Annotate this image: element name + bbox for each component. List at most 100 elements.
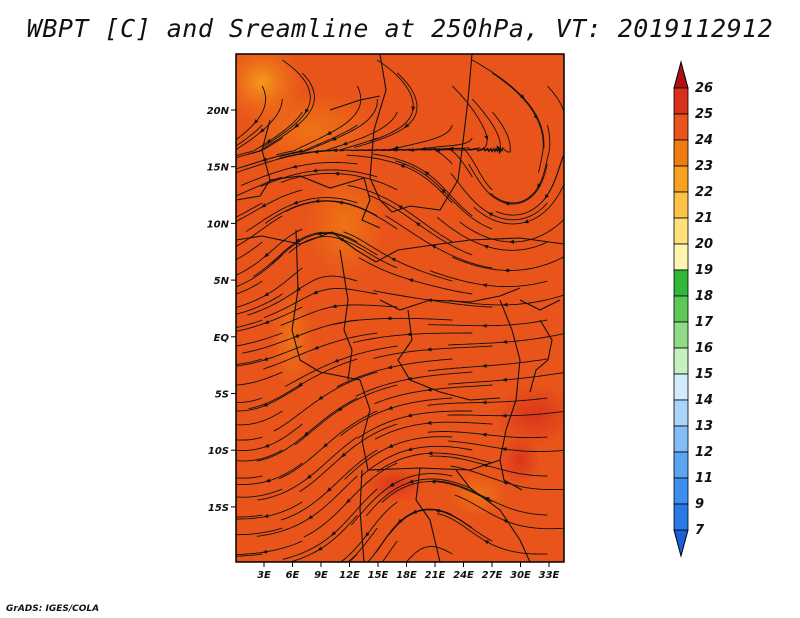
streamline — [395, 160, 493, 230]
streamline-arrow — [291, 164, 298, 169]
streamline-arrow — [502, 481, 508, 485]
streamline-arrow — [408, 479, 414, 484]
streamline-arrow — [390, 257, 397, 262]
streamline-arrow — [365, 532, 370, 538]
colorbar-segment — [673, 321, 689, 349]
streamline — [236, 553, 263, 557]
streamline-arrow — [317, 395, 324, 401]
colorbar-label: 22 — [695, 185, 713, 200]
colorbar-segment — [673, 295, 689, 323]
streamline — [236, 202, 263, 218]
streamline-arrow — [331, 304, 337, 309]
streamline — [236, 410, 283, 426]
streamline — [299, 423, 398, 493]
streamline — [236, 215, 283, 248]
streamline-arrow — [262, 357, 269, 361]
streamline-arrow — [326, 487, 332, 493]
streamlines — [236, 59, 564, 562]
streamline — [492, 72, 544, 173]
streamline-arrow — [316, 231, 322, 236]
colorbar-segment — [673, 191, 689, 219]
lon-tick-label: 15E — [368, 570, 389, 581]
streamline-arrow — [426, 420, 432, 425]
streamline-arrow — [253, 119, 259, 125]
streamline — [236, 384, 303, 412]
colorbar-label: 26 — [695, 81, 713, 96]
streamline-arrow — [261, 203, 267, 208]
lat-tick-label: 10N — [207, 219, 230, 230]
streamline-arrow — [544, 194, 549, 200]
lat-tick-label: EQ — [214, 333, 230, 344]
lon-tick-label: 33E — [539, 570, 560, 581]
streamline — [236, 449, 283, 462]
streamline — [365, 478, 473, 517]
streamline — [427, 319, 548, 327]
streamline-arrow — [263, 292, 269, 297]
streamline-arrow — [399, 164, 405, 169]
colorbar-label: 16 — [695, 341, 713, 356]
streamline — [429, 270, 548, 288]
lat-tick-label: 15N — [207, 163, 230, 174]
streamline-arrow — [262, 549, 268, 554]
streamline — [427, 397, 548, 406]
streamline — [236, 332, 283, 347]
streamline — [278, 410, 378, 480]
colorbar-label: 11 — [695, 471, 713, 486]
streamline-arrow — [387, 365, 393, 370]
streamline — [350, 473, 453, 526]
streamline — [348, 553, 358, 562]
colorbar: 26 25 24 23 22 21 20 19 18 17 16 15 14 13 12 11 9 7 — [673, 60, 714, 558]
colorbar-segment — [673, 87, 689, 115]
colorbar-label: 14 — [695, 393, 713, 408]
streamline — [447, 410, 564, 417]
streamline-arrow — [304, 108, 309, 114]
country-borders — [236, 54, 564, 562]
streamline-arrow — [501, 377, 507, 382]
colorbar-label: 12 — [695, 445, 713, 460]
streamline — [448, 440, 564, 453]
lon-tick-label: 27E — [482, 570, 503, 581]
streamline — [236, 514, 263, 518]
streamline — [236, 371, 283, 386]
colorbar-label: 13 — [695, 419, 713, 434]
streamline-arrow — [331, 136, 337, 141]
streamline-arrow — [387, 443, 394, 448]
colorbar-label: 20 — [695, 237, 713, 252]
streamline-arrow — [293, 333, 300, 338]
streamline-arrow — [262, 402, 269, 407]
streamline-arrow — [337, 406, 343, 412]
streamline — [357, 410, 473, 439]
streamline — [347, 527, 378, 562]
streamline — [369, 59, 414, 142]
lat-tick-label: 20N — [207, 106, 230, 117]
colorbar-segment — [673, 243, 689, 271]
streamline — [294, 384, 398, 446]
streamline — [433, 480, 548, 516]
streamline — [282, 488, 378, 560]
streamline — [236, 540, 303, 556]
streamline — [236, 280, 263, 295]
streamline — [468, 163, 548, 205]
streamline-arrow — [481, 400, 487, 405]
streamline-arrow — [265, 478, 271, 483]
streamline — [346, 154, 453, 204]
streamline-arrow — [263, 320, 270, 324]
chart-title: WBPT [C] and Sreamline at 250hPa, VT: 20… — [26, 14, 774, 43]
streamline-arrow — [427, 451, 433, 456]
colorbar-segment — [673, 503, 689, 531]
streamline-arrow — [406, 447, 413, 452]
streamline — [343, 231, 453, 282]
streamline-arrow — [502, 302, 508, 307]
lon-tick-label: 9E — [314, 570, 328, 581]
streamline-arrow — [317, 546, 323, 551]
shade-patch — [270, 290, 314, 390]
streamline-arrow — [481, 363, 487, 368]
streamline — [352, 332, 473, 344]
streamline — [236, 137, 283, 159]
streamline-arrow — [523, 219, 529, 224]
colorbar-label: 21 — [695, 211, 713, 226]
streamline-arrow — [337, 200, 343, 205]
streamline — [236, 189, 303, 223]
streamline — [246, 197, 358, 232]
